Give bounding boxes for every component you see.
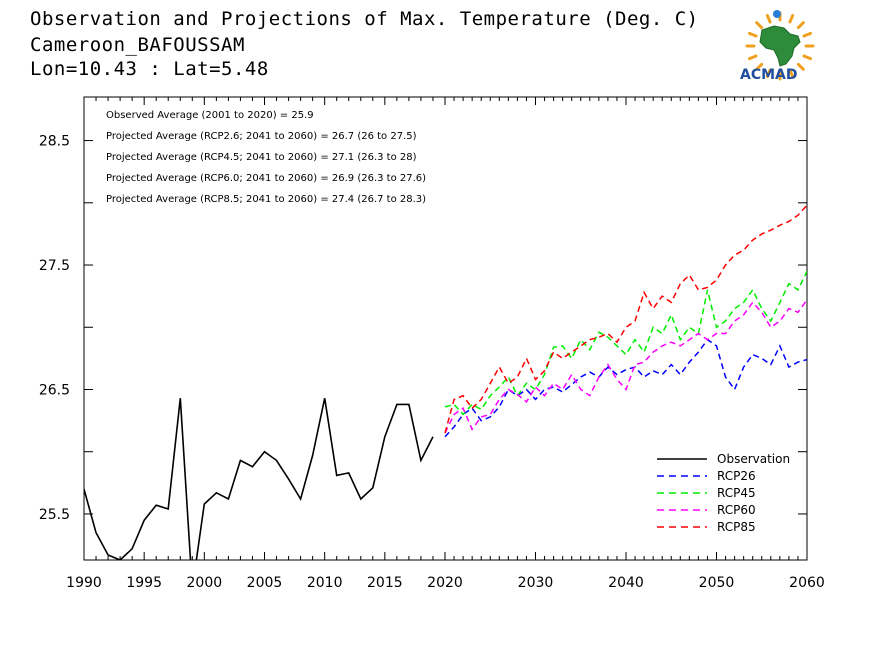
legend: Observation RCP26 RCP45 RCP60 RCP85	[657, 452, 790, 534]
y-tick-label: 28.5	[39, 134, 70, 150]
acmad-logo: ACMAD	[740, 10, 815, 83]
legend-label-rcp60: RCP60	[717, 503, 756, 517]
station-coordinates: Lon=10.43 : Lat=5.48	[30, 58, 269, 80]
y-tick-label: 26.5	[39, 382, 70, 398]
x-tick-label: 1995	[126, 575, 162, 591]
series-line-observation	[84, 398, 434, 560]
annotation-observed: Observed Average (2001 to 2020) = 25.9	[106, 110, 314, 121]
series-line-rcp45	[444, 270, 807, 416]
x-tick-label: 2020	[427, 575, 463, 591]
legend-label-rcp85: RCP85	[717, 520, 756, 534]
logo-ray	[788, 14, 795, 24]
x-tick-label: 2015	[367, 575, 403, 591]
y-axis: 25.5 26.5 27.5 28.5	[39, 134, 807, 523]
x-tick-label: 2000	[187, 575, 223, 591]
station-name: Cameroon_BAFOUSSAM	[30, 34, 245, 56]
series-layer	[84, 204, 807, 560]
annotation-rcp60: Projected Average (RCP6.0; 2041 to 2060)…	[106, 173, 426, 184]
plot-area	[83, 96, 808, 561]
logo-ray	[755, 21, 764, 30]
x-tick-label: 2005	[247, 575, 283, 591]
y-tick-label: 25.5	[39, 507, 70, 523]
annotation-rcp85: Projected Average (RCP8.5; 2041 to 2060)…	[106, 194, 426, 205]
x-tick-label: 2060	[789, 575, 825, 591]
logo-ray	[748, 31, 758, 38]
logo-text: ACMAD	[740, 67, 798, 83]
annotation-rcp45: Projected Average (RCP4.5; 2041 to 2060)…	[106, 152, 417, 163]
logo-ray	[765, 14, 772, 24]
series-line-rcp85	[444, 204, 807, 434]
x-tick-label: 1990	[66, 575, 102, 591]
logo-ray	[802, 31, 812, 38]
legend-label-observation: Observation	[717, 452, 790, 466]
logo-ray	[748, 54, 758, 61]
x-tick-label: 2050	[699, 575, 735, 591]
logo-ray	[802, 54, 812, 61]
logo-ray	[765, 68, 772, 78]
logo-ray	[796, 21, 805, 30]
y-tick-label: 27.5	[39, 258, 70, 274]
annotation-block: Observed Average (2001 to 2020) = 25.9 P…	[106, 110, 426, 205]
water-drop-icon	[773, 10, 781, 18]
legend-label-rcp26: RCP26	[717, 469, 756, 483]
series-line-rcp60	[444, 299, 807, 434]
x-tick-label: 2030	[518, 575, 554, 591]
x-tick-label: 2040	[608, 575, 644, 591]
x-axis: 1990 1995 2000 2005 2010 2015 2020 2030 2040 2050…	[66, 97, 825, 591]
legend-label-rcp45: RCP45	[717, 486, 756, 500]
chart-title: Observation and Projections of Max. Temp…	[30, 8, 699, 30]
logo-ray	[796, 62, 805, 71]
x-tick-label: 2010	[307, 575, 343, 591]
logo-ray	[755, 62, 764, 71]
series-line-rcp26	[444, 338, 807, 438]
annotation-rcp26: Projected Average (RCP2.6; 2041 to 2060)…	[106, 131, 417, 142]
africa-map-icon	[759, 25, 801, 67]
logo-ray	[788, 68, 795, 78]
